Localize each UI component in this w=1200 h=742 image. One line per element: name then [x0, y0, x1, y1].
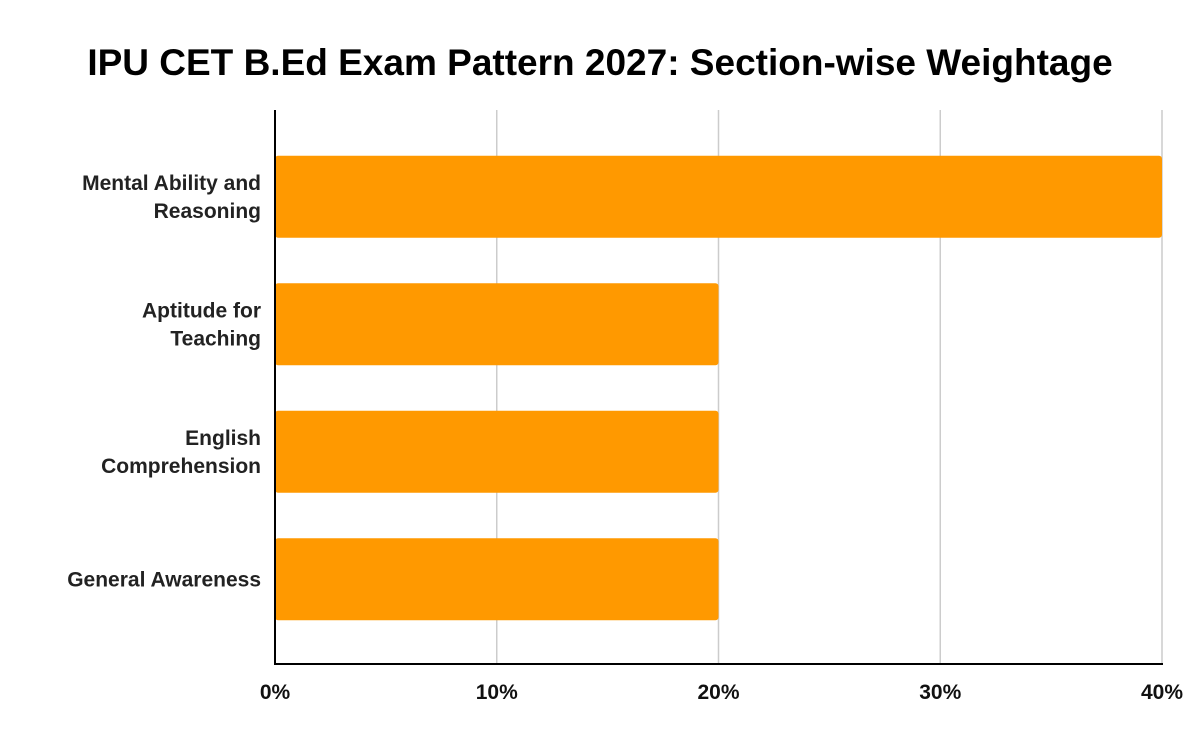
category-label-line: Aptitude for	[142, 299, 261, 322]
bars	[275, 155, 1162, 621]
x-tick-label: 20%	[697, 681, 739, 704]
category-label: General Awareness	[67, 568, 261, 591]
category-label-line: Reasoning	[154, 200, 261, 223]
category-label-line: Comprehension	[101, 455, 261, 478]
category-label: English Comprehension	[101, 427, 261, 478]
category-label-line: Mental Ability and	[82, 172, 261, 195]
x-tick-labels: 0% 10% 20% 30% 40%	[260, 681, 1184, 704]
category-labels: Mental Ability and Reasoning Aptitude for T…	[67, 172, 261, 592]
chart-title: IPU CET B.Ed Exam Pattern 2027: Section-…	[87, 42, 1112, 83]
axes	[274, 110, 1163, 665]
category-label-line: Teaching	[170, 327, 261, 350]
x-tick-label: 30%	[919, 681, 961, 704]
category-label-line: English	[185, 427, 261, 450]
x-tick-label: 0%	[260, 681, 291, 704]
bar	[275, 283, 719, 366]
category-label: Aptitude for Teaching	[142, 299, 261, 350]
bar	[275, 155, 1162, 238]
bar	[275, 410, 719, 493]
bar	[275, 538, 719, 621]
x-tick-label: 40%	[1141, 681, 1183, 704]
x-tick-label: 10%	[476, 681, 518, 704]
category-label-line: General Awareness	[67, 568, 261, 591]
category-label: Mental Ability and Reasoning	[82, 172, 261, 223]
